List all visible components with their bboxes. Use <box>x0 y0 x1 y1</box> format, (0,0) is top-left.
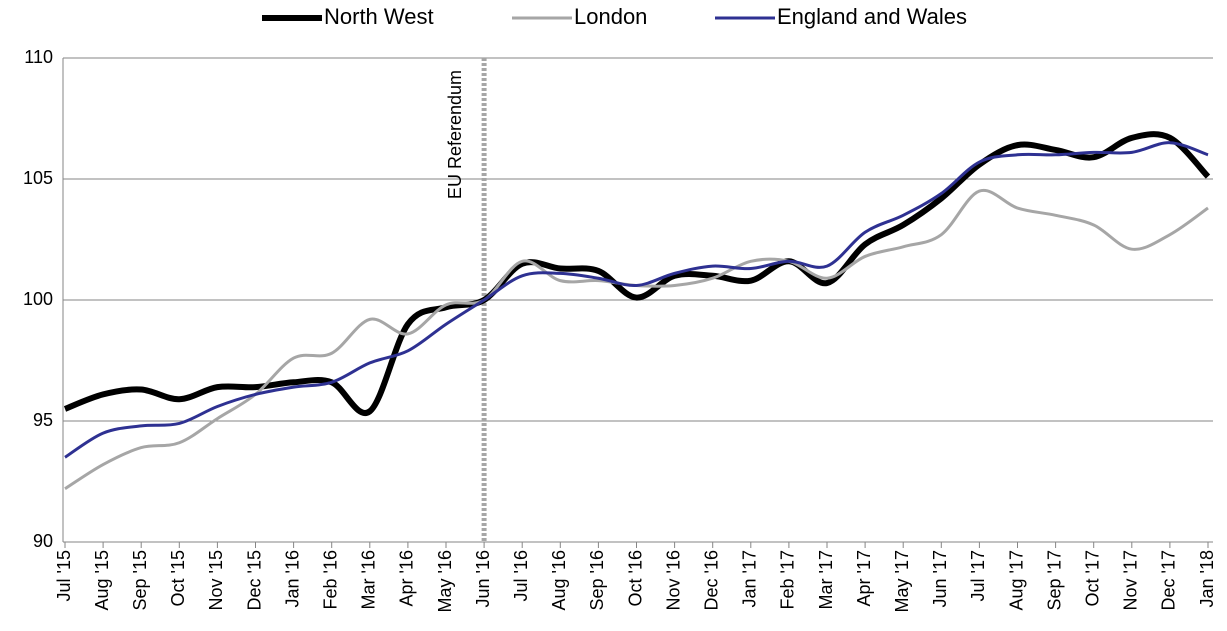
legend-label: England and Wales <box>777 4 967 29</box>
x-tick-label: Aug '16 <box>549 550 569 611</box>
y-tick-label: 105 <box>23 168 53 188</box>
x-tick-label: Oct '17 <box>1082 550 1102 606</box>
y-tick-label: 90 <box>33 531 53 551</box>
x-tick-label: Jun '17 <box>930 550 950 607</box>
x-tick-label: Jan '18 <box>1197 550 1217 607</box>
series-line <box>63 131 1211 416</box>
annotation-text: EU Referendum <box>445 70 465 199</box>
series-line <box>64 141 1209 459</box>
x-tick-label: Apr '17 <box>854 550 874 606</box>
x-tick-label: Oct '16 <box>625 550 645 606</box>
x-tick-label: Jan '16 <box>282 550 302 607</box>
y-tick-label: 110 <box>24 47 53 67</box>
series-line <box>64 188 1209 491</box>
x-tick-label: Aug '17 <box>1006 550 1026 611</box>
x-tick-label: Nov '17 <box>1121 550 1141 610</box>
x-tick-label: Sep '17 <box>1044 550 1064 611</box>
x-tick-label: Aug '15 <box>92 550 112 611</box>
x-tick-label: Jul '15 <box>54 550 74 601</box>
x-tick-label: Mar '17 <box>816 550 836 609</box>
x-tick-label: Oct '15 <box>168 550 188 606</box>
y-tick-label: 100 <box>23 289 53 309</box>
x-tick-label: Jan '17 <box>740 550 760 607</box>
x-tick-label: Jun '16 <box>473 550 493 607</box>
x-tick-label: Sep '15 <box>130 550 150 611</box>
x-tick-label: Dec '17 <box>1159 550 1179 610</box>
legend-label: North West <box>324 4 434 29</box>
x-tick-label: Dec '16 <box>701 550 721 610</box>
x-tick-label: Nov '15 <box>206 550 226 610</box>
x-tick-label: Feb '16 <box>320 550 340 609</box>
x-tick-label: Nov '16 <box>663 550 683 610</box>
x-tick-label: Sep '16 <box>587 550 607 611</box>
x-tick-label: May '17 <box>892 550 912 612</box>
legend-label: London <box>574 4 647 29</box>
x-tick-label: Feb '17 <box>778 550 798 609</box>
x-tick-label: Jul '17 <box>968 550 988 601</box>
x-tick-label: Mar '16 <box>359 550 379 609</box>
x-tick-label: Apr '16 <box>397 550 417 606</box>
x-tick-label: Jul '16 <box>511 550 531 601</box>
y-tick-label: 95 <box>33 410 53 430</box>
x-tick-label: Dec '15 <box>244 550 264 610</box>
x-tick-label: May '16 <box>435 550 455 612</box>
